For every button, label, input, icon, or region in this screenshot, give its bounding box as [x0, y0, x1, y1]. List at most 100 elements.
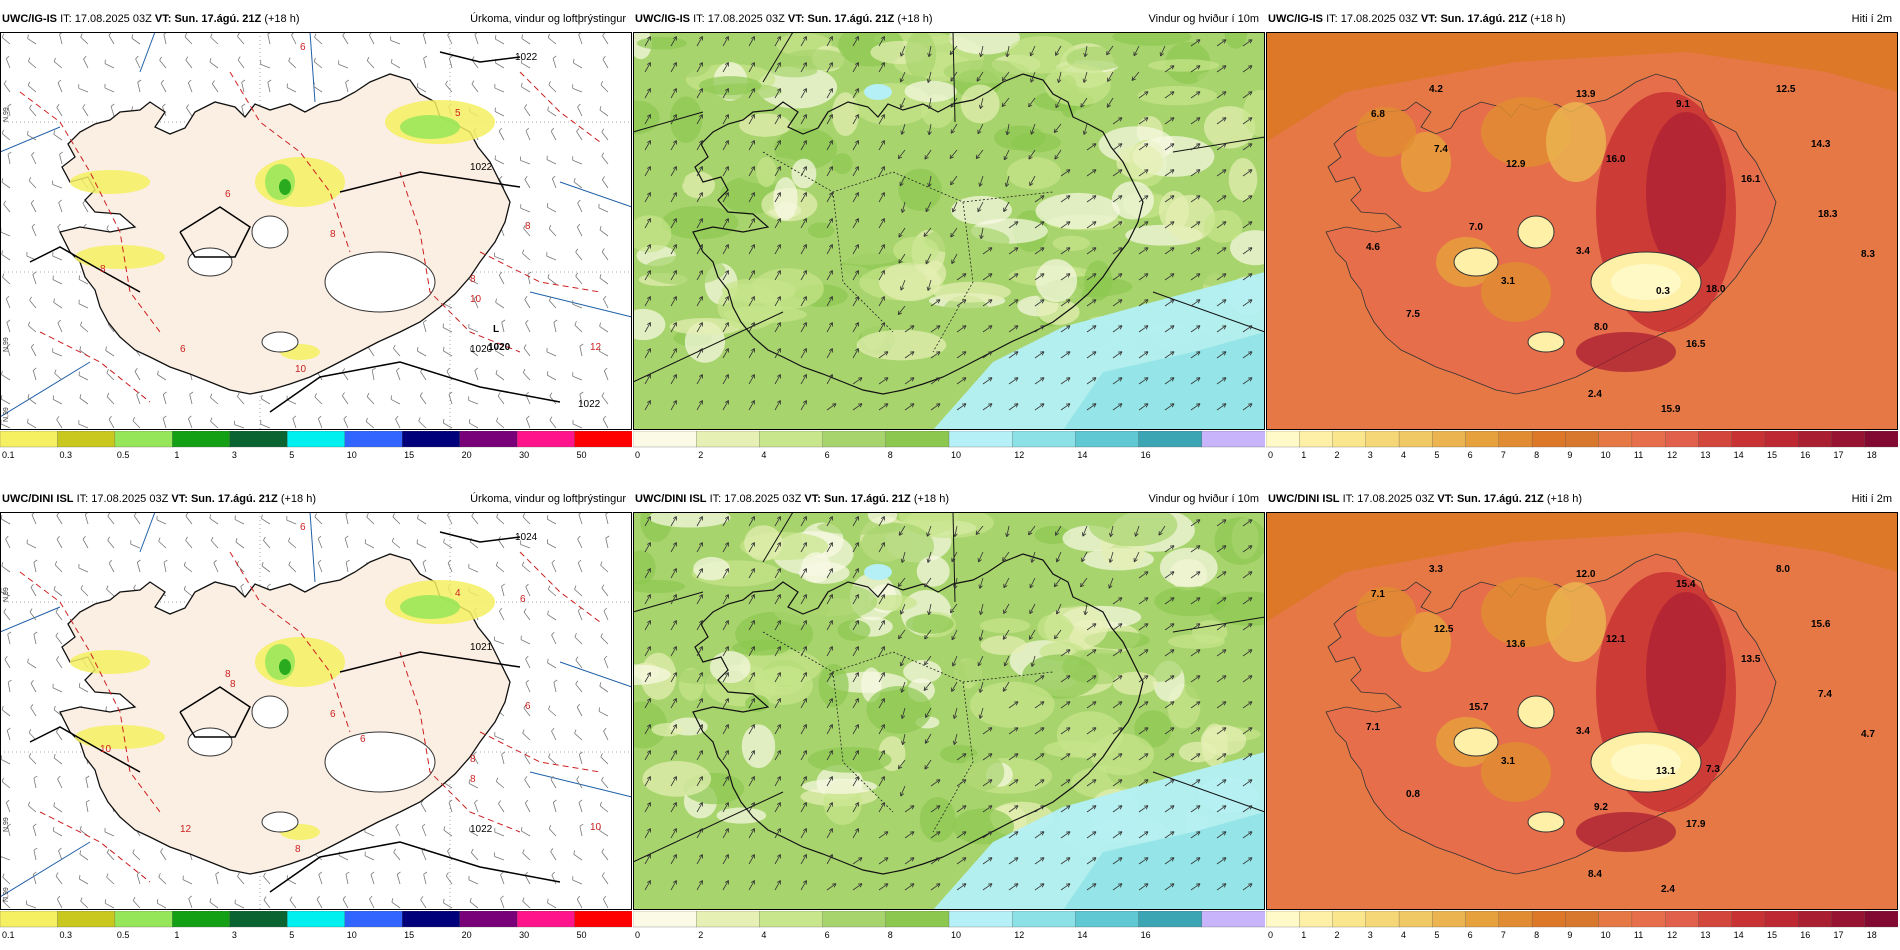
colorbar-swatch [1732, 911, 1766, 927]
colorbar-swatch [0, 431, 58, 447]
colorbar-label: 10 [951, 450, 961, 460]
colorbar-label: 16 [1141, 930, 1151, 940]
pressure-label: 1021 [470, 642, 493, 653]
colorbar-label: 4 [761, 930, 766, 940]
temperature-value: 12.9 [1506, 159, 1526, 170]
colorbar-swatch [1266, 431, 1300, 447]
colorbar-swatch [460, 431, 518, 447]
colorbar-label: 30 [519, 450, 529, 460]
temperature-label: 6 [330, 709, 336, 720]
temperature-label: 5 [455, 108, 461, 119]
colorbar-swatch [115, 431, 173, 447]
colorbar-label: 0 [635, 450, 640, 460]
temperature-value: 9.1 [1676, 99, 1690, 110]
colorbar-label: 6 [1468, 450, 1473, 460]
colorbar-swatch [287, 431, 345, 447]
map-svg: 1022102010221022L102065888101012866N,99N… [0, 32, 632, 430]
temperature-value: 13.9 [1576, 89, 1596, 100]
pressure-center-label: 1020 [488, 342, 511, 353]
colorbar-label: 12 [1667, 930, 1677, 940]
map-panel-dini-wind: UWC/DINI ISL IT: 17.08.2025 03Z VT: Sun.… [633, 490, 1265, 940]
colorbar-label: 12 [1014, 930, 1024, 940]
header-lead: (+18 h) [914, 493, 949, 505]
colorbar-label: 20 [462, 450, 472, 460]
colorbar: 0.1 0.3 0.5 1 3 5 10 15 20 30 50 [0, 431, 632, 460]
panel-header: UWC/IG-IS IT: 17.08.2025 03Z VT: Sun. 17… [633, 10, 1265, 28]
temperature-value: 14.3 [1811, 139, 1831, 150]
header-it: 17.08.2025 03Z [91, 493, 168, 505]
colorbar-swatch [1366, 431, 1400, 447]
colorbar-swatch [1831, 911, 1865, 927]
colorbar-label: 14 [1077, 450, 1087, 460]
colorbar-swatch [287, 911, 345, 927]
panel-title: Vindur og hviður í 10m [1149, 10, 1259, 28]
colorbar-swatch [1012, 431, 1076, 447]
colorbar-container: 0 2 4 6 8 10 12 14 16 [633, 911, 1265, 940]
header-vt: Sun. 17.ágú. 21Z [1457, 493, 1544, 505]
colorbar-label: 17 [1833, 450, 1843, 460]
temperature-value: 7.1 [1366, 722, 1380, 733]
temperature-value: 16.5 [1686, 339, 1706, 350]
header-lead: (+18 h) [264, 13, 299, 25]
colorbar-swatch [230, 431, 288, 447]
colorbar-label: 2 [698, 450, 703, 460]
header-it: 17.08.2025 03Z [1357, 493, 1434, 505]
temperature-value: 0.8 [1406, 789, 1420, 800]
temperature-value: 2.4 [1661, 884, 1675, 895]
header-vt-label: VT: [1437, 493, 1454, 505]
lat-label: N,99 [3, 587, 10, 602]
colorbar-swatch [949, 911, 1013, 927]
colorbar-swatch [1466, 911, 1500, 927]
colorbar-swatch [1599, 911, 1633, 927]
colorbar-swatch [172, 911, 230, 927]
colorbar: 0 2 4 6 8 10 12 14 16 [633, 431, 1265, 460]
temperature-value: 3.4 [1576, 726, 1590, 737]
temperature-value: 8.4 [1588, 869, 1602, 880]
temperature-value: 13.5 [1741, 654, 1761, 665]
temperature-label: 6 [525, 701, 531, 712]
colorbar-swatch [1432, 911, 1466, 927]
temperature-label: 10 [295, 364, 307, 375]
lat-label: N,99 [3, 107, 10, 122]
colorbar-label: 8 [1534, 930, 1539, 940]
colorbar-label: 10 [951, 930, 961, 940]
map-panel-igis-temp: UWC/IG-IS IT: 17.08.2025 03Z VT: Sun. 17… [1266, 10, 1898, 460]
colorbar-swatch [1299, 911, 1333, 927]
temperature-value: 7.5 [1406, 309, 1420, 320]
colorbar-label: 8 [1534, 450, 1539, 460]
colorbar-label: 5 [1434, 930, 1439, 940]
temperature-label: 8 [525, 221, 531, 232]
header-vt-label: VT: [171, 493, 188, 505]
colorbar-swatch [1565, 911, 1599, 927]
temperature-label: 8 [470, 754, 476, 765]
colorbar-label: 10 [347, 450, 357, 460]
colorbar-swatch [1665, 431, 1699, 447]
pressure-label: 1022 [470, 162, 493, 173]
colorbar-container: 0.1 0.3 0.5 1 3 5 10 15 20 30 50 [0, 911, 632, 940]
temperature-label: 6 [180, 344, 186, 355]
colorbar-label: 7 [1501, 930, 1506, 940]
colorbar-swatch [1399, 431, 1433, 447]
colorbar-label: 9 [1567, 450, 1572, 460]
map-svg [633, 32, 1265, 430]
header-it-label: IT: [1326, 13, 1338, 25]
temperature-value: 7.0 [1469, 222, 1483, 233]
header-vt: Sun. 17.ágú. 21Z [824, 493, 911, 505]
temperature-value: 3.3 [1429, 564, 1443, 575]
colorbar-container: 0.1 0.3 0.5 1 3 5 10 15 20 30 50 [0, 431, 632, 460]
pressure-center-label: L [493, 324, 499, 335]
colorbar-swatch [1599, 431, 1633, 447]
panel-title: Hiti í 2m [1852, 490, 1892, 508]
colorbar-label: 3 [232, 930, 237, 940]
colorbar-swatch [759, 911, 823, 927]
colorbar-label: 3 [1368, 450, 1373, 460]
map-panel-igis-precip: UWC/IG-IS IT: 17.08.2025 03Z VT: Sun. 17… [0, 10, 632, 460]
colorbar-label: 14 [1734, 450, 1744, 460]
map-svg [633, 512, 1265, 910]
panel-title: Hiti í 2m [1852, 10, 1892, 28]
header-it-label: IT: [77, 493, 89, 505]
colorbar-swatch [1632, 431, 1666, 447]
panel-run-info: UWC/IG-IS IT: 17.08.2025 03Z VT: Sun. 17… [635, 10, 933, 28]
header-model: UWC/IG-IS [1268, 13, 1323, 25]
colorbar-container: 0 2 4 6 8 10 12 14 16 [633, 431, 1265, 460]
